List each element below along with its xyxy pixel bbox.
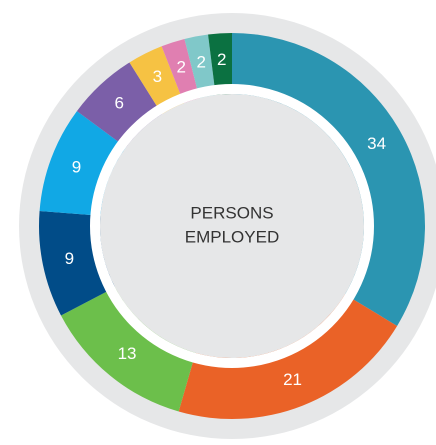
slice [129, 46, 184, 115]
data-label: 2 [196, 52, 205, 71]
slice [60, 287, 196, 412]
data-label: 2 [217, 50, 226, 69]
data-label: 9 [65, 249, 74, 268]
data-label: 34 [367, 134, 386, 153]
slice [208, 33, 232, 96]
data-label: 6 [115, 94, 124, 113]
data-label: 21 [283, 370, 302, 389]
inner-ring [90, 84, 374, 368]
data-label: 13 [118, 344, 137, 363]
slice [178, 294, 398, 419]
data-label: 3 [153, 67, 162, 86]
inner-background [100, 94, 364, 358]
slice [161, 38, 200, 104]
center-label: PERSONS [190, 203, 273, 222]
slice [184, 34, 216, 99]
data-label: 2 [176, 57, 185, 76]
center-label: EMPLOYED [185, 227, 279, 246]
slice [232, 33, 425, 326]
data-label: 9 [72, 157, 81, 176]
